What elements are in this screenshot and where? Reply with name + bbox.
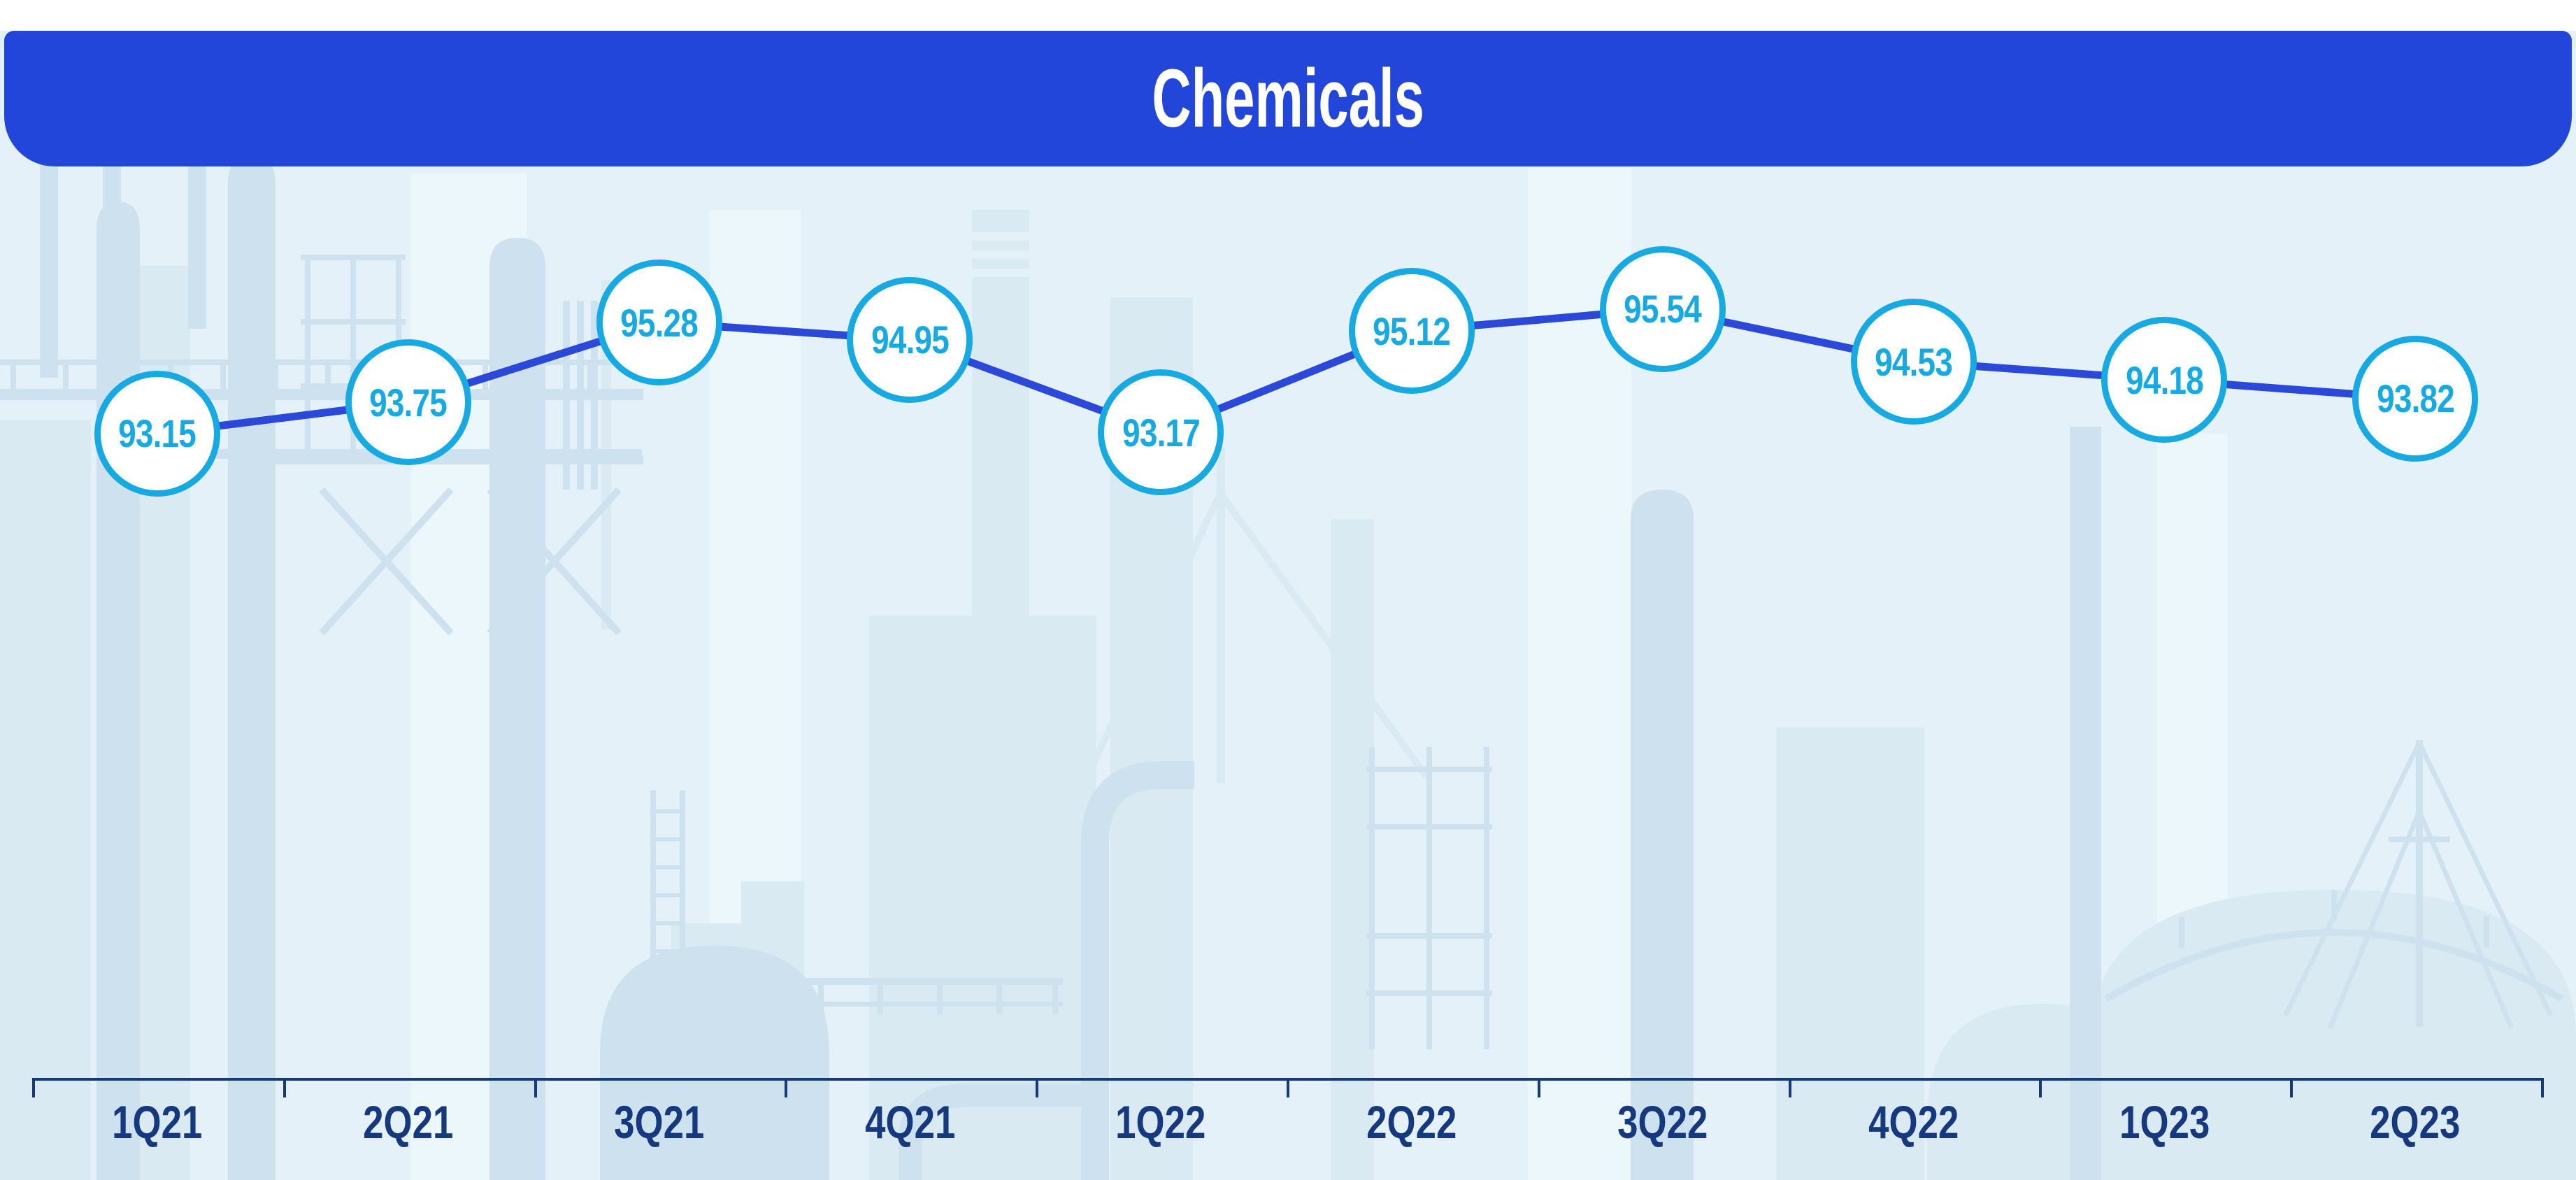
- x-axis-tick: [1537, 1078, 1540, 1097]
- data-point-marker: 95.12: [1349, 268, 1475, 394]
- x-axis-tick: [785, 1078, 788, 1097]
- page-title: Chemicals: [1152, 52, 1424, 145]
- x-axis-label: 1Q21: [112, 1096, 203, 1148]
- data-point-value: 95.12: [1373, 308, 1452, 353]
- x-axis-label: 2Q23: [2370, 1096, 2461, 1148]
- x-axis-tick: [1036, 1078, 1039, 1097]
- x-axis-tick: [282, 1078, 286, 1097]
- data-point-marker: 94.18: [2101, 317, 2228, 443]
- data-point-value: 94.95: [871, 318, 950, 362]
- data-point-value: 95.28: [620, 300, 699, 345]
- x-axis-tick: [1788, 1078, 1791, 1097]
- x-axis-label: 4Q22: [1868, 1096, 1959, 1148]
- data-point-value: 93.17: [1122, 410, 1201, 455]
- x-axis-label: 3Q21: [614, 1096, 705, 1148]
- x-axis-label: 3Q22: [1617, 1096, 1708, 1148]
- data-point-marker: 95.28: [596, 260, 722, 386]
- data-point-marker: 95.54: [1599, 246, 1726, 372]
- data-point-value: 93.82: [2376, 376, 2455, 421]
- x-axis-tick: [2290, 1078, 2294, 1097]
- x-axis-label: 1Q22: [1115, 1096, 1206, 1148]
- data-point-marker: 93.75: [345, 339, 471, 466]
- data-point-value: 95.54: [1624, 287, 1702, 332]
- data-point-marker: 93.15: [94, 370, 220, 497]
- data-point-value: 93.15: [118, 411, 197, 456]
- x-axis-tick: [1287, 1078, 1289, 1097]
- data-point-marker: 94.95: [847, 276, 973, 403]
- data-point-value: 93.75: [369, 380, 448, 425]
- x-axis-label: 1Q23: [2119, 1096, 2210, 1148]
- series-path: [153, 305, 2419, 438]
- data-point-marker: 94.53: [1850, 299, 1977, 425]
- x-axis-label: 4Q21: [864, 1096, 955, 1148]
- x-axis-tick: [32, 1078, 35, 1097]
- x-axis-label: 2Q22: [1366, 1096, 1457, 1148]
- data-point-marker: 93.82: [2352, 335, 2479, 462]
- x-axis-tick: [2039, 1078, 2042, 1097]
- x-axis-tick: [2541, 1078, 2544, 1097]
- data-point-value: 94.53: [1875, 339, 1953, 384]
- data-point-marker: 93.17: [1098, 369, 1224, 496]
- x-axis-label: 2Q21: [363, 1096, 454, 1148]
- x-axis-tick: [534, 1078, 537, 1097]
- header-banner: Chemicals: [4, 31, 2572, 166]
- data-point-value: 94.18: [2125, 357, 2204, 402]
